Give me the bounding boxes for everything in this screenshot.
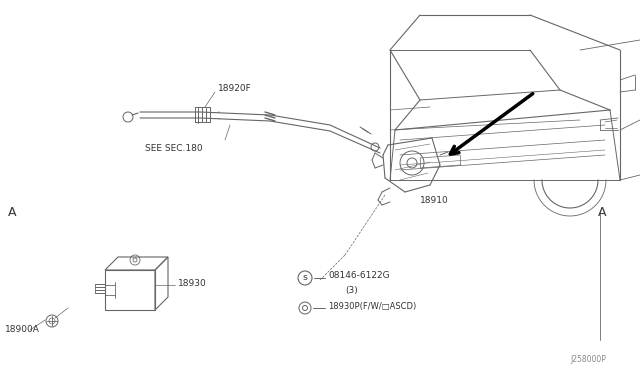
Text: (3): (3) <box>345 285 358 295</box>
Text: SEE SEC.180: SEE SEC.180 <box>145 144 203 153</box>
Text: S: S <box>303 275 307 281</box>
Text: A: A <box>598 205 607 218</box>
Text: 08146-6122G: 08146-6122G <box>328 272 390 280</box>
Text: A: A <box>8 205 17 218</box>
Text: 18930P(F/W/□ASCD): 18930P(F/W/□ASCD) <box>328 302 416 311</box>
Text: J258000P: J258000P <box>570 356 606 365</box>
Text: 18920F: 18920F <box>218 83 252 93</box>
Text: 18900A: 18900A <box>5 326 40 334</box>
Text: 18910: 18910 <box>420 196 449 205</box>
Text: 18930: 18930 <box>178 279 207 289</box>
